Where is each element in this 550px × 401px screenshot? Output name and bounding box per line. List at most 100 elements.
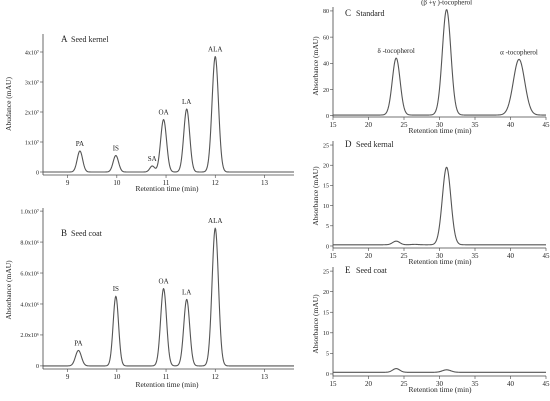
panel-d-y-tick-label: 20 [323, 164, 329, 170]
panel-e-y-tick-label: 0 [326, 372, 329, 378]
panel-e-y-tick-label: 15 [323, 311, 329, 317]
panel-b-x-tick-label: 9 [66, 373, 70, 381]
panel-e-x-tick-label: 30 [436, 380, 444, 388]
panel-e-x-tick-label: 20 [365, 380, 373, 388]
panel-b-x-tick-label: 12 [212, 373, 220, 381]
panel-a-y-tick-label: 4x10⁷ [25, 50, 39, 56]
panel-c-plot: 15 20 25 30 35 40 45 0 20 40 60 80 δ -tocopherol (β +… [323, 0, 550, 129]
panel-b-x-tick-label: 11 [163, 373, 170, 381]
panel-a-trace [42, 55, 295, 173]
panel-d-x-tick-label: 35 [472, 252, 480, 260]
panel-c-trace [332, 9, 547, 116]
panel-b-peak-label: LA [182, 288, 191, 296]
panel-c-xlabel: Retention time (min) [409, 126, 472, 135]
panel-d-y-tick-label: 15 [323, 184, 329, 190]
panel-d: D Seed kernal Absorbance (mAU) Retention… [311, 139, 472, 266]
panel-c-peak-label: α -tocopherol [500, 48, 538, 56]
panel-c-y-tick-label: 60 [323, 35, 329, 41]
panel-a-plot: 9 10 11 12 13 0 1x10⁷ 2x10⁷ 3x10⁷ 4x10⁷ PA IS SA OA LA… [25, 34, 295, 187]
panel-b-peak-label: ALA [208, 217, 222, 225]
panel-a-y-tick-label: 3x10⁷ [25, 80, 39, 86]
panel-d-y-tick-label: 10 [323, 204, 329, 210]
panel-a-peak-label: PA [76, 140, 84, 148]
panel-d-trace [332, 166, 547, 246]
panel-d-x-tick-label: 25 [401, 252, 409, 260]
panel-e-x-tick-label: 15 [330, 380, 338, 388]
panel-e-x-tick-label: 35 [472, 380, 480, 388]
panel-c-y-tick-label: 40 [323, 62, 329, 68]
panel-e-title: Seed coat [356, 266, 388, 275]
panel-b-x-tick-label: 13 [261, 373, 269, 381]
panel-c-peak-label: (β +γ )-tocopherol [421, 0, 472, 7]
panel-e-y-tick-label: 10 [323, 331, 329, 337]
panel-a-peak-label: IS [113, 145, 119, 153]
panel-d-y-tick-label: 0 [326, 244, 329, 250]
panel-b: B Seed coat Absorbance (mAU) Retention t… [4, 228, 199, 389]
panel-b-letter: B [61, 228, 67, 238]
panel-b-plot: 9 10 11 12 13 0 2.0x10⁶ 4.0x10⁶ 6.0x10⁶ 8.0x10⁶ 1.… [20, 208, 295, 381]
panel-e-x-tick-label: 45 [543, 380, 550, 388]
panel-a-peak-label: SA [148, 155, 157, 163]
panel-e-y-tick-label: 20 [323, 290, 329, 296]
panel-c-y-tick-label: 80 [323, 9, 329, 15]
panel-a-x-tick-label: 13 [261, 179, 269, 187]
panel-a-x-tick-label: 9 [66, 179, 70, 187]
panel-d-x-tick-label: 15 [330, 252, 338, 260]
panel-c-x-tick-label: 25 [401, 121, 409, 129]
panel-a-x-tick-label: 11 [163, 179, 170, 187]
panel-e-x-tick-label: 40 [507, 380, 515, 388]
panel-d-y-tick-label: 5 [326, 224, 329, 230]
panel-e-y-tick-label: 25 [323, 269, 329, 275]
panel-e-trace [332, 368, 547, 373]
panel-e-y-tick-label: 5 [326, 352, 329, 358]
panel-b-peak-label: OA [159, 278, 169, 286]
panel-a-ylabel: Abudance (mAU) [4, 77, 13, 131]
panel-d-plot: 15 20 25 30 35 40 45 0 5 10 15 20 25 [323, 141, 550, 260]
panel-b-y-tick-label: 8.0x10⁶ [20, 240, 39, 246]
panel-c-ylabel: Absorbance (mAU) [311, 36, 320, 96]
panel-c-x-tick-label: 35 [472, 121, 480, 129]
panel-b-y-tick-label: 4.0x10⁶ [20, 302, 39, 308]
panel-c-x-tick-label: 45 [543, 121, 550, 129]
panel-d-x-tick-label: 40 [507, 252, 515, 260]
panel-a: A Seed kernel Abudance (mAU) Retention t… [4, 34, 199, 193]
panel-d-title: Seed kernal [356, 140, 394, 149]
panel-a-x-tick-label: 10 [113, 179, 121, 187]
panel-d-x-tick-label: 45 [543, 252, 550, 260]
panel-e-x-tick-label: 25 [401, 380, 409, 388]
panel-a-y-tick-label: 2x10⁷ [25, 110, 39, 116]
panel-d-x-tick-label: 20 [365, 252, 373, 260]
panel-c-y-tick-label: 20 [323, 88, 329, 94]
panel-a-letter: A [61, 34, 68, 44]
panel-e-letter: E [345, 265, 351, 275]
panel-c-title: Standard [356, 9, 384, 18]
panel-c: C Standard Absorbance (mAU) Retention ti… [311, 8, 472, 135]
panel-c-x-tick-label: 20 [365, 121, 373, 129]
panel-e-plot: 15 20 25 30 35 40 45 0 5 10 15 20 25 [323, 267, 550, 388]
panel-d-y-tick-label: 25 [323, 143, 329, 149]
panel-a-peak-label: ALA [208, 46, 222, 54]
panel-b-xlabel: Retention time (min) [136, 380, 199, 389]
panel-d-xlabel: Retention time (min) [409, 257, 472, 266]
panel-b-title: Seed coat [71, 229, 103, 238]
panel-c-x-tick-label: 30 [436, 121, 444, 129]
panel-e-ylabel: Absorbance (mAU) [311, 294, 320, 354]
panel-c-letter: C [345, 8, 351, 18]
panel-b-peak-label: IS [113, 285, 119, 293]
panel-a-title: Seed kernel [71, 35, 109, 44]
panel-d-ylabel: Absorbance (mAU) [311, 166, 320, 226]
panel-a-peak-label: LA [182, 98, 191, 106]
panel-e-xlabel: Retention time (min) [409, 385, 472, 394]
panel-d-letter: D [345, 139, 352, 149]
panel-c-peak-label: δ -tocopherol [378, 47, 415, 55]
panel-b-peak-label: PA [74, 339, 82, 347]
panel-b-y-tick-label: 2.0x10⁶ [20, 333, 39, 339]
panel-a-xlabel: Retention time (min) [136, 184, 199, 193]
panel-b-y-tick-label: 0 [36, 364, 39, 370]
panel-a-y-tick-label: 0 [36, 170, 39, 176]
panel-d-x-tick-label: 30 [436, 252, 444, 260]
panel-c-x-tick-label: 15 [330, 121, 338, 129]
panel-b-x-tick-label: 10 [113, 373, 121, 381]
panel-c-y-tick-label: 0 [326, 114, 329, 120]
